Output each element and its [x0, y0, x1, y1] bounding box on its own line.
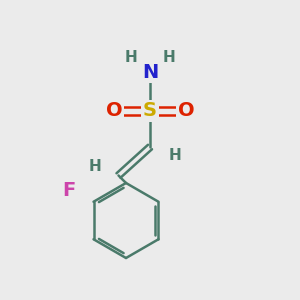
Text: H: H	[88, 159, 101, 174]
Text: F: F	[62, 181, 76, 200]
Text: H: H	[169, 148, 182, 164]
Text: O: O	[106, 101, 122, 121]
Text: O: O	[178, 101, 194, 121]
Text: H: H	[124, 50, 137, 64]
Text: H: H	[163, 50, 176, 64]
Text: N: N	[142, 62, 158, 82]
Text: S: S	[143, 101, 157, 121]
